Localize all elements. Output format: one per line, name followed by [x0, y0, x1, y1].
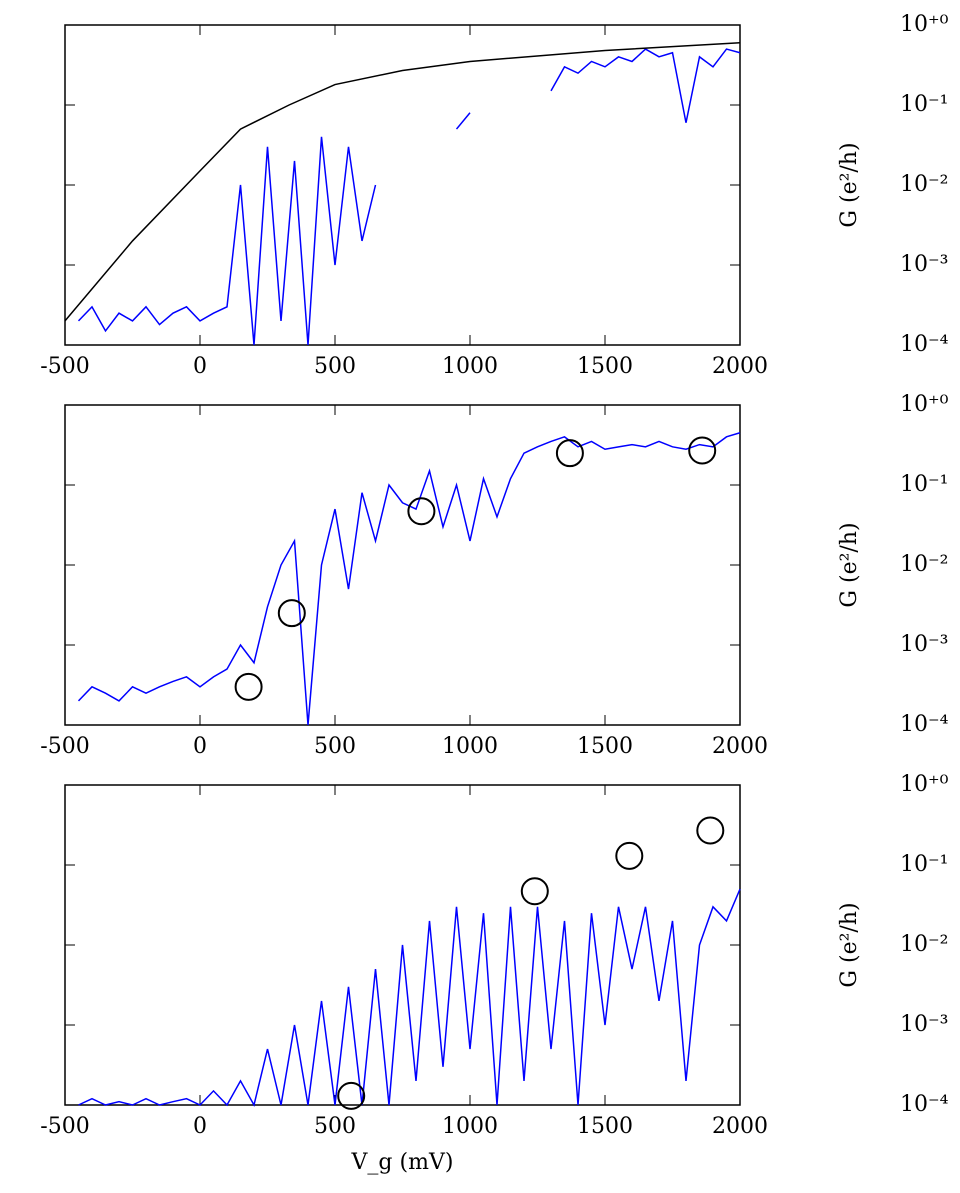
x-tick-label: 500	[314, 354, 356, 379]
x-tick-label: 1500	[577, 734, 633, 759]
x-tick-label: -500	[40, 1114, 89, 1139]
x-tick-label: 2000	[712, 1114, 768, 1139]
data-line	[79, 889, 741, 1105]
y-tick-label: 10⁺⁰	[900, 392, 949, 417]
x-tick-label: 500	[314, 1114, 356, 1139]
y-tick-label: 10⁻³	[900, 252, 948, 277]
x-tick-label: -500	[40, 734, 89, 759]
y-tick-label: 10⁻²	[900, 552, 948, 577]
data-line	[457, 113, 471, 129]
y-tick-label: 10⁻¹	[900, 92, 948, 117]
plot-frame	[65, 25, 740, 345]
y-tick-label: 10⁻¹	[900, 852, 948, 877]
highlight-circle	[279, 600, 305, 626]
y-tick-label: 10⁻⁴	[900, 332, 949, 357]
x-tick-label: 0	[193, 354, 207, 379]
y-tick-label: 10⁻³	[900, 1012, 948, 1037]
y-tick-label: 10⁻²	[900, 932, 948, 957]
data-line	[551, 49, 740, 123]
x-tick-label: 2000	[712, 354, 768, 379]
data-line	[79, 137, 376, 345]
x-tick-label: 1500	[577, 1114, 633, 1139]
x-tick-label: 500	[314, 734, 356, 759]
page: -500 0 500 1000 1500 2000 10⁻⁴ 10⁻³ 10⁻² 10⁻¹ 10⁺⁰…	[0, 0, 960, 1193]
y-tick-label: 10⁻¹	[900, 472, 948, 497]
x-tick-label: 0	[193, 1114, 207, 1139]
highlight-circle	[616, 843, 642, 869]
highlight-circle	[408, 498, 434, 524]
y-tick-label: 10⁻³	[900, 632, 948, 657]
y-tick-label: 10⁻⁴	[900, 712, 949, 737]
y-axis-label: G (e²/h)	[837, 902, 862, 987]
x-tick-label: 2000	[712, 734, 768, 759]
x-tick-label: 1000	[442, 354, 498, 379]
x-tick-label: 1500	[577, 354, 633, 379]
x-axis-label: V_g (mV)	[351, 1150, 454, 1175]
figure: -500 0 500 1000 1500 2000 10⁻⁴ 10⁻³ 10⁻² 10⁻¹ 10⁺⁰…	[0, 0, 960, 1193]
highlight-circle	[557, 440, 583, 466]
highlight-circle	[689, 437, 715, 463]
y-axis-label: G (e²/h)	[837, 522, 862, 607]
data-line	[79, 433, 741, 725]
highlight-circle	[236, 674, 262, 700]
x-tick-label: 0	[193, 734, 207, 759]
data-line	[65, 43, 740, 321]
highlight-circle	[697, 817, 723, 843]
y-tick-label: 10⁺⁰	[900, 772, 949, 797]
y-axis-label: G (e²/h)	[837, 142, 862, 227]
plot-frame	[65, 405, 740, 725]
highlight-circle	[522, 878, 548, 904]
x-tick-label: 1000	[442, 734, 498, 759]
x-tick-label: 1000	[442, 1114, 498, 1139]
x-tick-label: -500	[40, 354, 89, 379]
y-tick-label: 10⁻⁴	[900, 1092, 949, 1117]
y-tick-label: 10⁻²	[900, 172, 948, 197]
y-tick-label: 10⁺⁰	[900, 12, 949, 37]
